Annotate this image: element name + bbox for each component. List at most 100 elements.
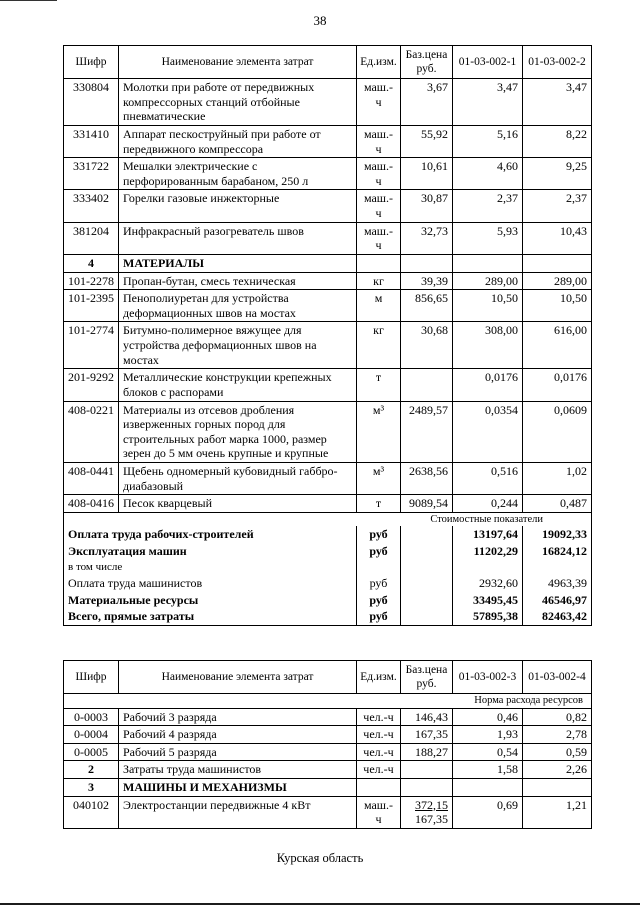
item-name: Рабочий 5 разряда bbox=[118, 742, 357, 762]
item-qty-1: 0,0176 bbox=[452, 368, 523, 402]
header-row: Шифр Наименование элемента затрат Ед.изм. Б… bbox=[63, 659, 592, 695]
cost-table-2: Шифр Наименование элемента затрат Ед.изм. Б… bbox=[63, 659, 592, 829]
section-row: 4 МАТЕРИАЛЫ bbox=[63, 253, 592, 273]
item-name: Инфракрасный разогреватель швов bbox=[118, 221, 357, 255]
item-qty-2: 0,0176 bbox=[522, 368, 592, 402]
item-qty-2: 1,21 bbox=[522, 795, 592, 829]
item-base-price: 30,68 bbox=[400, 321, 453, 370]
summary-qty-1: 33495,45 bbox=[452, 591, 523, 609]
note-row: Стоимостные показатели bbox=[63, 511, 592, 527]
item-qty-1: 308,00 bbox=[452, 321, 523, 370]
item-base-price bbox=[400, 760, 453, 780]
summary-name: Эксплуатация машин bbox=[63, 543, 357, 560]
item-unit: чел.-ч bbox=[356, 742, 401, 762]
item-name: Мешалки электрические с перфорированным … bbox=[118, 157, 357, 191]
summary-qty-1: 2932,60 bbox=[452, 575, 523, 592]
item-base-price: 10,61 bbox=[400, 157, 453, 191]
item-unit: маш.-ч bbox=[356, 189, 401, 223]
item-code: 101-2278 bbox=[63, 271, 119, 291]
item-code: 381204 bbox=[63, 221, 119, 255]
cost-table-1: Шифр Наименование элемента затрат Ед.изм. Б… bbox=[63, 44, 592, 626]
item-row: 381204 Инфракрасный разогреватель швов маш… bbox=[63, 221, 592, 255]
item-qty-2: 1,02 bbox=[522, 462, 592, 496]
summary-qty-2: 16824,12 bbox=[522, 543, 592, 560]
item-qty-2: 289,00 bbox=[522, 271, 592, 291]
summary-qty-2: 46546,97 bbox=[522, 591, 592, 609]
summary-base-price bbox=[400, 559, 453, 576]
section-note: Норма расхода ресурсов bbox=[63, 693, 592, 709]
item-code: 0-0003 bbox=[63, 707, 119, 727]
summary-qty-2: 82463,42 bbox=[522, 608, 592, 626]
item-unit: маш.-ч bbox=[356, 795, 401, 829]
item-code: 331410 bbox=[63, 124, 119, 159]
note-row: Норма расхода ресурсов bbox=[63, 693, 592, 709]
item-qty-1: 0,54 bbox=[452, 742, 523, 762]
item-row: 333402 Горелки газовые инжекторные маш.-ч 3… bbox=[63, 189, 592, 223]
summary-qty-1: 57895,38 bbox=[452, 608, 523, 626]
item-unit bbox=[356, 253, 401, 273]
item-qty-1: 3,47 bbox=[452, 78, 523, 126]
item-row: 408-0416 Песок кварцевый т 9089,54 0,244 0,48… bbox=[63, 494, 592, 513]
summary-row: Оплата труда машинистов руб 2932,60 4963,39 bbox=[63, 575, 592, 592]
item-qty-2 bbox=[522, 253, 592, 273]
section-note: Стоимостные показатели bbox=[63, 511, 592, 527]
column-header: Ед.изм. bbox=[356, 659, 401, 695]
item-name: Металлические конструкции крепежных блок… bbox=[118, 368, 357, 402]
item-code: 0-0005 bbox=[63, 742, 119, 762]
summary-unit: руб bbox=[356, 526, 401, 544]
item-row: 331410 Аппарат пескоструйный при работе о… bbox=[63, 124, 592, 159]
item-qty-1: 2,37 bbox=[452, 189, 523, 223]
scan-artifact bbox=[0, 903, 640, 905]
item-name: МАШИНЫ И МЕХАНИЗМЫ bbox=[118, 778, 357, 797]
item-row: 101-2774 Битумно-полимерное вяжущее для у… bbox=[63, 321, 592, 370]
item-row: 408-0441 Щебень одномерный кубовидный габ… bbox=[63, 462, 592, 496]
item-unit: м bbox=[356, 289, 401, 323]
column-header: Шифр bbox=[63, 659, 119, 695]
summary-unit: руб bbox=[356, 608, 401, 626]
item-unit: м³ bbox=[356, 462, 401, 496]
item-qty-2: 0,59 bbox=[522, 742, 592, 762]
item-base-price: 167,35 bbox=[400, 725, 453, 744]
item-row: 0-0003 Рабочий 3 разряда чел.-ч 146,43 0,46 0… bbox=[63, 707, 592, 727]
item-qty-1: 5,16 bbox=[452, 124, 523, 159]
summary-unit: руб bbox=[356, 575, 401, 592]
item-base-price: 9089,54 bbox=[400, 494, 453, 513]
item-row: 040102 Электростанции передвижные 4 кВт ма… bbox=[63, 795, 592, 829]
item-code: 3 bbox=[63, 778, 119, 797]
item-unit: м³ bbox=[356, 400, 401, 464]
item-qty-1: 5,93 bbox=[452, 221, 523, 255]
item-row: 0-0004 Рабочий 4 разряда чел.-ч 167,35 1,93 2… bbox=[63, 725, 592, 744]
item-qty-2: 10,43 bbox=[522, 221, 592, 255]
item-code: 331722 bbox=[63, 157, 119, 191]
column-header: 01-03-002-4 bbox=[522, 659, 592, 695]
item-unit bbox=[356, 778, 401, 797]
item-base-price: 856,65 bbox=[400, 289, 453, 323]
scan-artifact bbox=[0, 0, 57, 1]
item-base-price: 188,27 bbox=[400, 742, 453, 762]
item-qty-2: 3,47 bbox=[522, 78, 592, 126]
column-header: Наименование элемента затрат bbox=[118, 44, 357, 80]
item-row: 408-0221 Материалы из отсевов дробления и… bbox=[63, 400, 592, 464]
item-unit: маш.-ч bbox=[356, 78, 401, 126]
summary-qty-2: 19092,33 bbox=[522, 526, 592, 544]
summary-name: Всего, прямые затраты bbox=[63, 608, 357, 626]
item-row: 101-2395 Пенополиуретан для устройства де… bbox=[63, 289, 592, 323]
header-row: Шифр Наименование элемента затрат Ед.изм. Б… bbox=[63, 44, 592, 80]
summary-name: Оплата труда машинистов bbox=[63, 575, 357, 592]
item-name: Аппарат пескоструйный при работе от пере… bbox=[118, 124, 357, 159]
item-qty-2: 8,22 bbox=[522, 124, 592, 159]
item-unit: маш.-ч bbox=[356, 221, 401, 255]
item-code: 408-0441 bbox=[63, 462, 119, 496]
item-code: 101-2774 bbox=[63, 321, 119, 370]
item-qty-2: 616,00 bbox=[522, 321, 592, 370]
item-qty-1 bbox=[452, 778, 523, 797]
column-header: Шифр bbox=[63, 44, 119, 80]
item-code: 330804 bbox=[63, 78, 119, 126]
column-header: 01-03-002-1 bbox=[452, 44, 523, 80]
item-unit: чел.-ч bbox=[356, 760, 401, 780]
summary-unit: руб bbox=[356, 543, 401, 560]
summary-base-price bbox=[400, 608, 453, 626]
item-qty-2: 9,25 bbox=[522, 157, 592, 191]
column-header: 01-03-002-3 bbox=[452, 659, 523, 695]
item-unit: т bbox=[356, 494, 401, 513]
